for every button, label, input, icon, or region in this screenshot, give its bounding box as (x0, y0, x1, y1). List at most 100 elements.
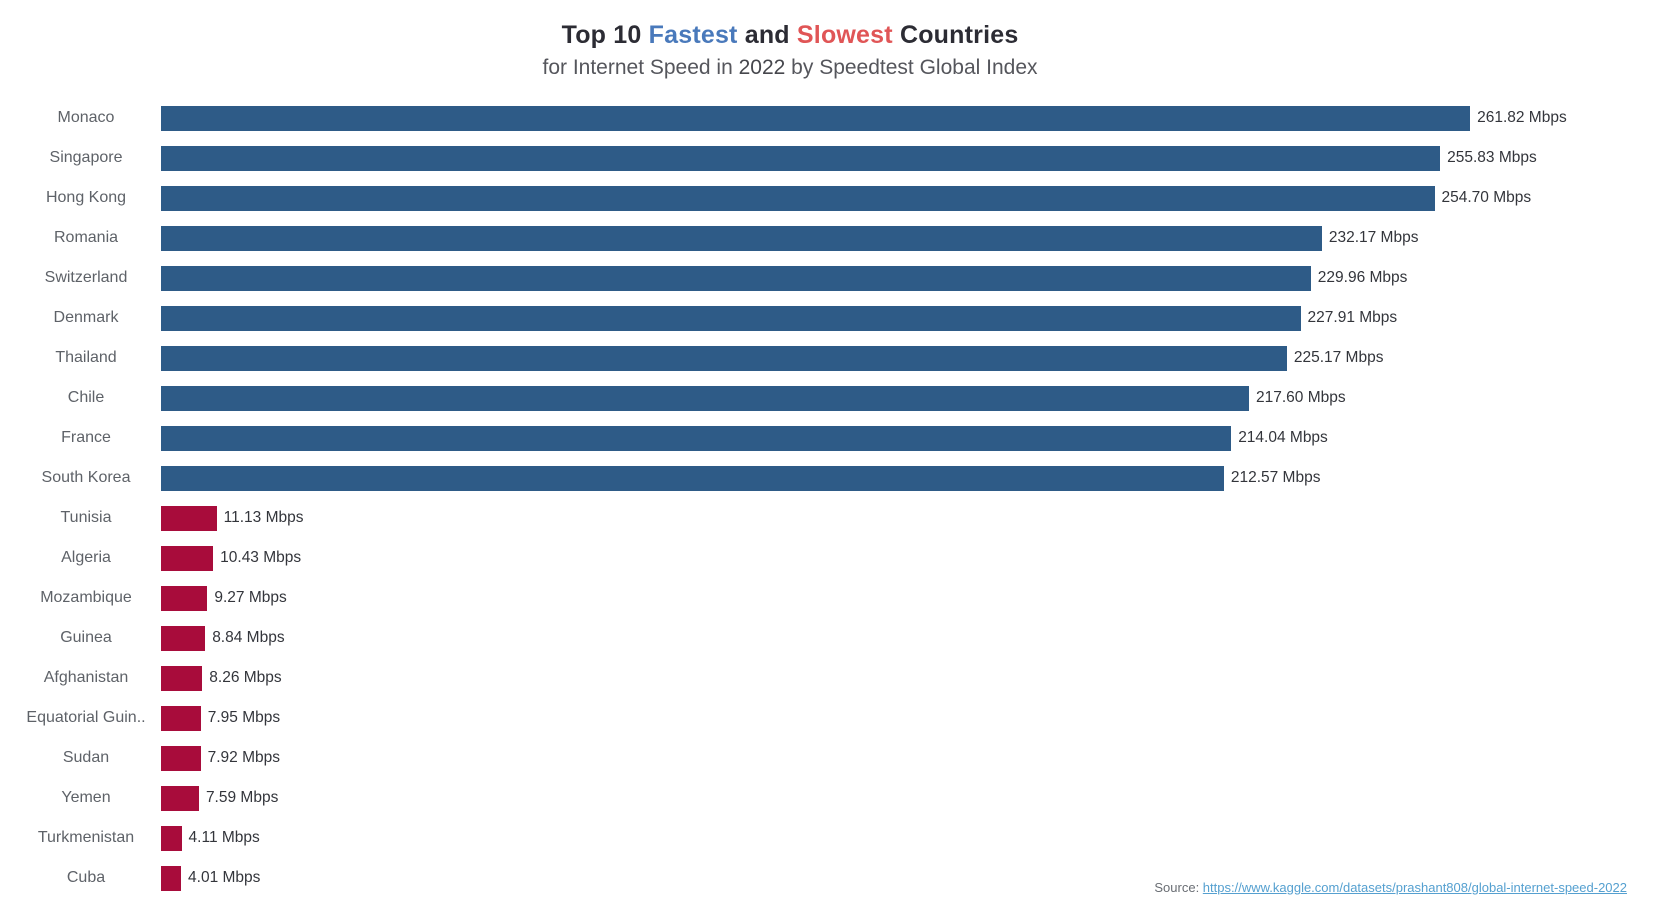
chart-title: Top 10 Fastest and Slowest Countries (0, 0, 1580, 50)
bar-area: 217.60 Mbps (161, 378, 1346, 418)
chart-row: Turkmenistan 4.11 Mbps (0, 818, 1657, 858)
value-label: 232.17 Mbps (1328, 229, 1419, 246)
country-label: Hong Kong (45, 189, 127, 206)
value-label: 7.59 Mbps (205, 789, 279, 806)
slowest-speed-bar[interactable] (161, 665, 203, 691)
bar-area: 7.95 Mbps (161, 698, 280, 738)
chart-row: Denmark 227.91 Mbps (0, 298, 1657, 338)
slowest-speed-bar[interactable] (161, 745, 201, 771)
value-label: 225.17 Mbps (1293, 349, 1384, 366)
fastest-speed-bar[interactable] (161, 385, 1249, 411)
slowest-speed-bar[interactable] (161, 625, 206, 651)
fastest-speed-bar[interactable] (161, 185, 1435, 211)
bar-area: 4.01 Mbps (161, 858, 260, 898)
chart-header: Top 10 Fastest and Slowest Countries for… (0, 0, 1580, 80)
country-label: Singapore (49, 149, 123, 166)
bar-area: 261.82 Mbps (161, 98, 1567, 138)
subtitle-part1: for Internet Speed in (542, 56, 739, 79)
fastest-speed-bar[interactable] (161, 225, 1322, 251)
title-part3: Countries (892, 21, 1019, 49)
country-label: France (61, 429, 111, 446)
bar-area: 225.17 Mbps (161, 338, 1383, 378)
chart-row: Sudan 7.92 Mbps (0, 738, 1657, 778)
title-part1: Top 10 (561, 21, 649, 49)
slowest-speed-bar[interactable] (161, 585, 208, 611)
value-label: 255.83 Mbps (1447, 149, 1537, 166)
country-label: Tunisia (60, 509, 112, 526)
chart-row: Cuba 4.01 Mbps (0, 858, 1657, 898)
country-label: Mozambique (40, 589, 132, 606)
country-label: Monaco (57, 109, 115, 126)
country-label: Cuba (66, 869, 106, 886)
chart-row: Mozambique 9.27 Mbps (0, 578, 1657, 618)
fastest-speed-bar[interactable] (161, 425, 1232, 451)
value-label: 7.95 Mbps (207, 709, 281, 726)
chart-row: Guinea 8.84 Mbps (0, 618, 1657, 658)
country-label: Chile (67, 389, 105, 406)
fastest-speed-bar[interactable] (161, 465, 1224, 491)
value-label: 212.57 Mbps (1230, 469, 1321, 486)
slowest-speed-bar[interactable] (161, 545, 214, 571)
bar-area: 8.26 Mbps (161, 658, 282, 698)
country-label: Afghanistan (43, 669, 129, 686)
value-label: 10.43 Mbps (220, 549, 302, 566)
country-label: Equatorial Guin.. (26, 709, 146, 726)
bar-area: 10.43 Mbps (161, 538, 301, 578)
chart-row: Hong Kong 254.70 Mbps (0, 178, 1657, 218)
country-label: Guinea (60, 629, 112, 646)
value-label: 8.26 Mbps (209, 669, 282, 686)
value-label: 4.01 Mbps (188, 869, 261, 886)
slowest-speed-bar[interactable] (161, 705, 201, 731)
bar-area: 11.13 Mbps (161, 498, 304, 538)
chart-row: South Korea 212.57 Mbps (0, 458, 1657, 498)
bar-area: 255.83 Mbps (161, 138, 1537, 178)
bar-area: 232.17 Mbps (161, 218, 1418, 258)
country-label: South Korea (41, 469, 131, 486)
country-label: Algeria (61, 549, 111, 566)
slowest-speed-bar[interactable] (161, 785, 199, 811)
title-fastest: Fastest (648, 21, 738, 49)
source-note: Source: https://www.kaggle.com/datasets/… (1154, 880, 1627, 895)
fastest-speed-bar[interactable] (161, 145, 1441, 171)
country-label: Denmark (53, 309, 119, 326)
bar-area: 9.27 Mbps (161, 578, 287, 618)
country-label: Switzerland (44, 269, 128, 286)
fastest-speed-bar[interactable] (161, 265, 1311, 291)
bar-area: 229.96 Mbps (161, 258, 1407, 298)
value-label: 229.96 Mbps (1317, 269, 1408, 286)
source-link[interactable]: https://www.kaggle.com/datasets/prashant… (1202, 880, 1627, 895)
country-label: Sudan (62, 749, 110, 766)
subtitle-year: 2022 (738, 56, 786, 79)
bar-chart: Monaco 261.82 Mbps Singapore 255.83 Mbps Hon… (0, 98, 1657, 898)
chart-row: Thailand 225.17 Mbps (0, 338, 1657, 378)
value-label: 214.04 Mbps (1238, 429, 1328, 446)
fastest-speed-bar[interactable] (161, 305, 1301, 331)
chart-row: Algeria 10.43 Mbps (0, 538, 1657, 578)
chart-row: Switzerland 229.96 Mbps (0, 258, 1657, 298)
fastest-speed-bar[interactable] (161, 345, 1287, 371)
slowest-speed-bar[interactable] (161, 825, 182, 851)
title-part2: and (737, 21, 797, 49)
chart-row: Singapore 255.83 Mbps (0, 138, 1657, 178)
fastest-speed-bar[interactable] (161, 105, 1471, 131)
bar-area: 7.92 Mbps (161, 738, 280, 778)
chart-row: Monaco 261.82 Mbps (0, 98, 1657, 138)
value-label: 227.91 Mbps (1307, 309, 1398, 326)
slowest-speed-bar[interactable] (161, 865, 182, 891)
source-label: Source: (1154, 880, 1203, 895)
chart-row: France 214.04 Mbps (0, 418, 1657, 458)
value-label: 254.70 Mbps (1441, 189, 1532, 206)
chart-row: Yemen 7.59 Mbps (0, 778, 1657, 818)
bar-area: 4.11 Mbps (161, 818, 260, 858)
chart-row: Chile 217.60 Mbps (0, 378, 1657, 418)
country-label: Turkmenistan (37, 829, 135, 846)
bar-area: 212.57 Mbps (161, 458, 1320, 498)
value-label: 9.27 Mbps (214, 589, 287, 606)
title-slowest: Slowest (796, 21, 893, 49)
bar-area: 254.70 Mbps (161, 178, 1531, 218)
value-label: 4.11 Mbps (188, 829, 260, 846)
country-label: Romania (53, 229, 119, 246)
chart-row: Afghanistan 8.26 Mbps (0, 658, 1657, 698)
bar-area: 7.59 Mbps (161, 778, 278, 818)
slowest-speed-bar[interactable] (161, 505, 217, 531)
